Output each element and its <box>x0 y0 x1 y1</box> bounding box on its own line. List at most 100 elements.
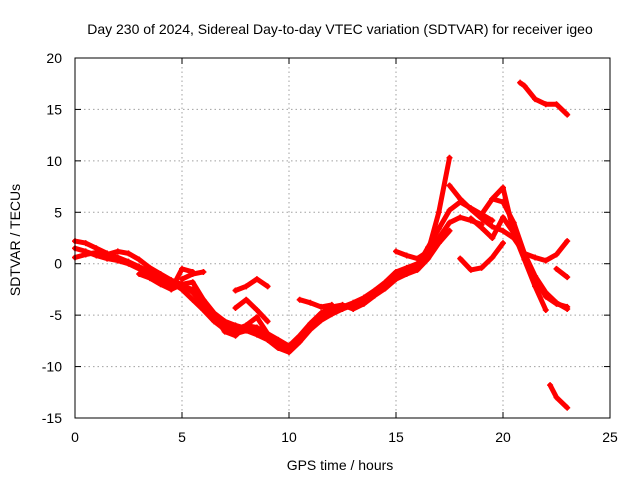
data-series-arc-2 <box>72 199 495 355</box>
data-point <box>232 332 239 339</box>
data-point <box>457 214 464 221</box>
data-point <box>307 299 314 306</box>
y-tick-label: -15 <box>42 410 62 426</box>
data-point <box>339 301 346 308</box>
data-point <box>179 265 185 272</box>
data-point <box>253 331 260 338</box>
x-axis-ticks: 0 5 10 15 20 25 <box>71 58 618 445</box>
x-tick-label: 5 <box>178 429 186 445</box>
y-tick-label: 10 <box>46 153 62 169</box>
data-point <box>532 254 539 261</box>
data-point <box>478 264 485 271</box>
data-point <box>435 240 442 247</box>
data-point <box>478 224 485 231</box>
data-point <box>189 279 196 286</box>
data-series-arc-15 <box>479 185 549 313</box>
data-point <box>393 276 399 283</box>
data-point <box>360 300 367 307</box>
data-point <box>211 312 218 319</box>
x-tick-label: 25 <box>602 429 618 445</box>
data-point <box>517 79 524 86</box>
data-point <box>489 223 496 230</box>
y-axis-label: SDTVAR / TECUs <box>7 184 23 296</box>
data-point <box>382 285 389 292</box>
data-point <box>542 257 549 264</box>
data-point <box>275 345 282 352</box>
data-point <box>82 240 89 247</box>
data-point <box>403 252 410 259</box>
data-point <box>553 251 560 258</box>
data-point <box>264 318 271 325</box>
data-point <box>146 264 153 271</box>
x-tick-label: 15 <box>388 429 404 445</box>
data-point <box>104 251 111 258</box>
data-point <box>564 404 571 411</box>
data-point <box>307 320 314 327</box>
data-point <box>264 330 271 337</box>
data-point <box>253 324 260 331</box>
data-point <box>457 255 464 262</box>
data-point <box>221 328 228 335</box>
data-point <box>457 195 464 202</box>
data-series-arc-17 <box>554 266 570 280</box>
data-point <box>564 274 571 281</box>
data-point <box>136 256 143 263</box>
data-point <box>275 336 282 343</box>
data-series-arc-3 <box>72 228 452 349</box>
data-series-arc-8 <box>233 276 271 293</box>
data-point <box>564 111 571 118</box>
data-point <box>328 311 335 318</box>
data-point <box>414 255 421 262</box>
data-point <box>136 271 143 277</box>
data-point <box>564 238 571 245</box>
data-point <box>93 249 100 256</box>
data-point <box>286 343 292 349</box>
x-tick-label: 10 <box>281 429 297 445</box>
data-point <box>446 182 453 189</box>
data-point <box>478 211 485 218</box>
data-point <box>446 207 453 214</box>
x-tick-label: 0 <box>71 429 79 445</box>
data-point <box>489 195 496 202</box>
data-point <box>189 289 196 296</box>
data-point <box>125 250 132 257</box>
chart-title: Day 230 of 2024, Sidereal Day-to-day VTE… <box>87 21 593 37</box>
data-point <box>510 229 517 236</box>
data-point <box>200 296 207 303</box>
data-point <box>489 235 496 241</box>
data-point <box>189 296 196 303</box>
data-point <box>136 263 143 270</box>
data-point <box>307 326 314 333</box>
data-point <box>500 227 506 234</box>
data-point <box>403 271 410 277</box>
data-point <box>446 227 453 234</box>
data-point <box>467 215 474 222</box>
data-point <box>253 307 260 313</box>
data-point <box>243 296 250 303</box>
y-tick-label: 15 <box>46 101 62 117</box>
data-point <box>243 322 250 329</box>
data-point <box>318 317 325 324</box>
data-point <box>264 283 271 290</box>
data-point <box>414 266 421 273</box>
data-point <box>189 271 196 277</box>
y-tick-label: -5 <box>50 307 63 323</box>
data-point <box>553 265 560 272</box>
data-point <box>489 254 496 261</box>
data-point <box>82 251 89 258</box>
data-point <box>168 286 175 293</box>
data-point <box>542 101 549 108</box>
data-series-arc-1 <box>72 214 485 352</box>
data-point <box>157 271 164 277</box>
data-point <box>114 254 121 261</box>
data-point <box>253 314 260 321</box>
data-point <box>542 307 549 313</box>
x-axis-label: GPS time / hours <box>287 457 394 473</box>
data-point <box>243 283 250 290</box>
data-point <box>232 304 239 311</box>
y-tick-label: 20 <box>46 50 62 66</box>
plot-data <box>72 79 571 411</box>
y-tick-label: 5 <box>54 204 62 220</box>
data-series-arc-9 <box>297 297 335 310</box>
